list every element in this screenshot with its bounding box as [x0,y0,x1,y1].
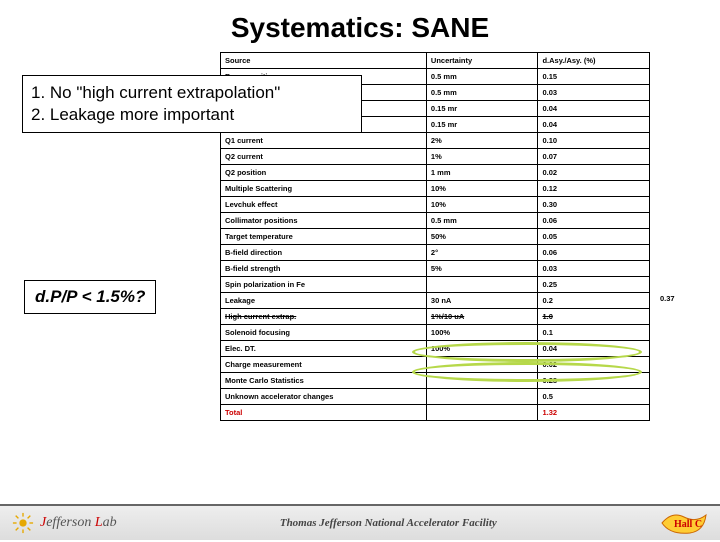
table-cell: 1.0 [538,309,650,325]
table-row: B-field direction2°0.06 [221,245,650,261]
header-source: Source [221,53,427,69]
table-cell: High current extrap. [221,309,427,325]
table-row: Charge measurement 0.02 [221,357,650,373]
table-cell [426,389,538,405]
table-cell [426,357,538,373]
callout-notes: 1. No "high current extrapolation" 2. Le… [22,75,362,133]
table-row: Unknown accelerator changes 0.5 [221,389,650,405]
table-cell [426,405,538,421]
table-row: Solenoid focusing100%0.1 [221,325,650,341]
table-cell: 0.2 [538,293,650,309]
table-row: High current extrap.1%/10 uA1.0 [221,309,650,325]
table-cell: B-field strength [221,261,427,277]
table-cell: Solenoid focusing [221,325,427,341]
table-cell: Collimator positions [221,213,427,229]
table-cell: 5% [426,261,538,277]
slide-title: Systematics: SANE [0,0,720,52]
table-cell: B-field direction [221,245,427,261]
table-cell: 0.15 mr [426,117,538,133]
table-cell: 1%/10 uA [426,309,538,325]
table-row: Levchuk effect10%0.30 [221,197,650,213]
table-cell: 0.25 [538,277,650,293]
svg-text:Hall C: Hall C [674,519,702,530]
footer-center-text: Thomas Jefferson National Accelerator Fa… [117,517,660,529]
table-cell: 10% [426,181,538,197]
header-dasy: d.Asy./Asy. (%) [538,53,650,69]
table-cell: Monte Carlo Statistics [221,373,427,389]
table-cell: 2° [426,245,538,261]
table-cell: Charge measurement [221,357,427,373]
table-cell: 0.5 mm [426,213,538,229]
table-cell: 0.06 [538,245,650,261]
table-row: Collimator positions0.5 mm0.06 [221,213,650,229]
table-cell: 0.15 [538,69,650,85]
table-cell: 0.06 [538,213,650,229]
table-cell: 0.5 [538,389,650,405]
table-cell: 0.5 mm [426,85,538,101]
table-cell: Total [221,405,427,421]
jlab-logo: Jefferson Lab [12,512,117,534]
table-cell: Q2 position [221,165,427,181]
table-row: Total 1.32 [221,405,650,421]
table-cell: 0.10 [538,133,650,149]
table-row: Q1 current2%0.10 [221,133,650,149]
table-cell: Target temperature [221,229,427,245]
table-row: Target temperature50%0.05 [221,229,650,245]
table-cell: 0.28 [538,373,650,389]
table-cell: 100% [426,325,538,341]
table-cell: 0.05 [538,229,650,245]
table-cell: 1% [426,149,538,165]
table-cell: 0.03 [538,85,650,101]
table-cell: 0.1 [538,325,650,341]
table-row: Spin polarization in Fe 0.25 [221,277,650,293]
table-cell: 0.5 mm [426,69,538,85]
table-cell: Levchuk effect [221,197,427,213]
table-cell: 0.02 [538,165,650,181]
table-cell: 1.32 [538,405,650,421]
table-row: Q2 position1 mm0.02 [221,165,650,181]
table-cell: Spin polarization in Fe [221,277,427,293]
callout-line-2: 2. Leakage more important [31,104,353,126]
table-row: B-field strength5%0.03 [221,261,650,277]
table-cell: Q2 current [221,149,427,165]
header-uncertainty: Uncertainty [426,53,538,69]
table-cell: Multiple Scattering [221,181,427,197]
table-cell: 0.12 [538,181,650,197]
table-cell: 100% [426,341,538,357]
table-row: Multiple Scattering10%0.12 [221,181,650,197]
callout-line-1: 1. No "high current extrapolation" [31,82,353,104]
side-annotation: 0.37 [660,294,675,303]
table-cell: 0.02 [538,357,650,373]
table-cell: Unknown accelerator changes [221,389,427,405]
table-row: Monte Carlo Statistics 0.28 [221,373,650,389]
table-cell: Elec. DT. [221,341,427,357]
table-cell: 0.15 mr [426,101,538,117]
table-cell: 0.04 [538,117,650,133]
callout-dpp: d.P/P < 1.5%? [24,280,156,314]
table-row: Leakage30 nA0.2 [221,293,650,309]
table-cell: 0.04 [538,341,650,357]
table-cell: 0.04 [538,101,650,117]
table-row: Elec. DT.100%0.04 [221,341,650,357]
table-cell: 10% [426,197,538,213]
table-cell: 0.30 [538,197,650,213]
jlab-text: Jefferson Lab [40,515,117,531]
table-cell [426,373,538,389]
footer-bar: Jefferson Lab Thomas Jefferson National … [0,504,720,540]
sun-icon [12,512,34,534]
table-cell: 30 nA [426,293,538,309]
table-cell: Leakage [221,293,427,309]
table-cell: 50% [426,229,538,245]
table-cell: 2% [426,133,538,149]
table-cell: 0.07 [538,149,650,165]
table-cell: 1 mm [426,165,538,181]
table-cell [426,277,538,293]
table-cell: 0.03 [538,261,650,277]
table-header-row: Source Uncertainty d.Asy./Asy. (%) [221,53,650,69]
table-row: Q2 current1%0.07 [221,149,650,165]
table-cell: Q1 current [221,133,427,149]
hallc-badge-icon: Hall C [660,509,708,537]
